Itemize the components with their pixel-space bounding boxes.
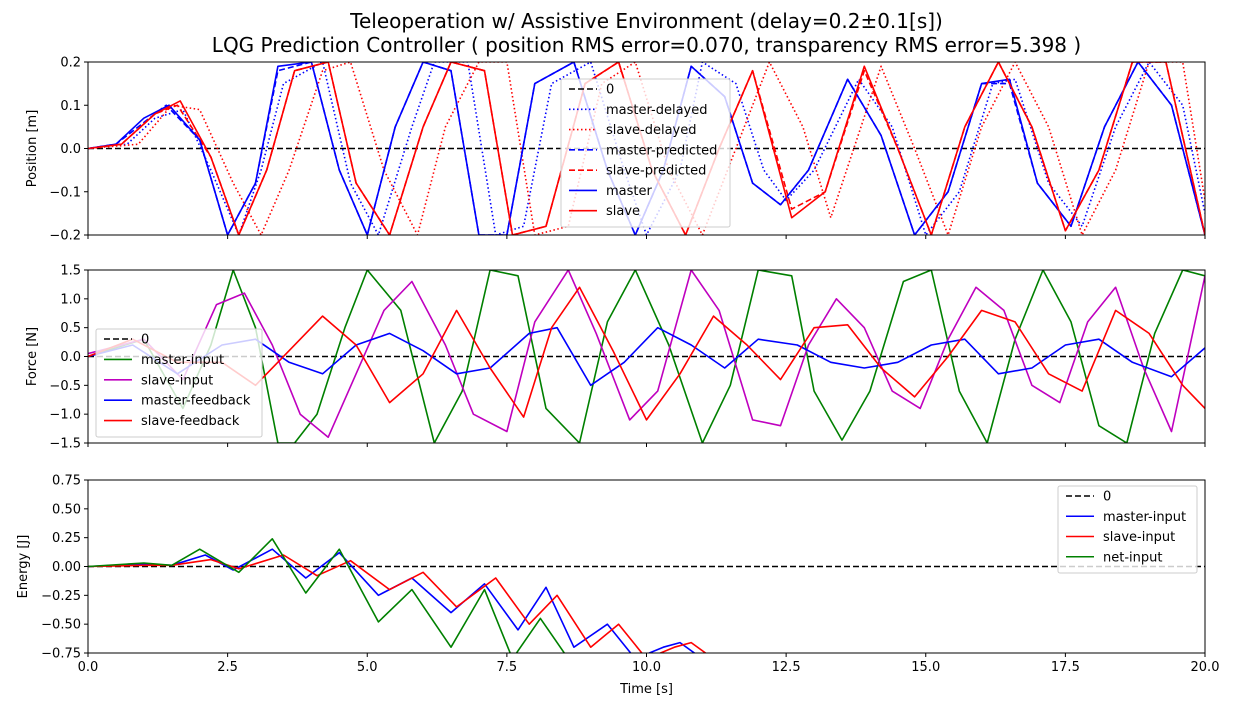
chart-title-line-2: LQG Prediction Controller ( position RMS… <box>211 33 1082 57</box>
legend: 0 master-delayed slave-delayed master-predi… <box>560 78 731 228</box>
legend: 0 master-input slave-input master-feedback s… <box>95 328 263 438</box>
legend-box <box>560 78 731 228</box>
legend-label: slave <box>606 204 640 219</box>
y-tick-label: 0.0 <box>60 142 81 157</box>
legend-label: slave-input <box>141 373 213 388</box>
y-axis-label: Force [N] <box>25 327 40 386</box>
y-tick-label: 0.25 <box>52 531 81 546</box>
y-tick-label: −1.0 <box>49 408 81 423</box>
subplot-3: 0.75 0.50 0.25 0.00 −0.25 −0.50 −0.750.0 2.5 5.0… <box>16 474 1219 698</box>
y-tick-label: −0.50 <box>41 618 81 633</box>
legend-box <box>1057 485 1198 574</box>
y-tick-label: 0.00 <box>52 560 81 575</box>
y-tick-label: −0.25 <box>41 589 81 604</box>
y-tick-label: −0.75 <box>41 647 81 662</box>
legend-label: slave-predicted <box>606 164 706 179</box>
x-tick-label: 20.0 <box>1191 660 1220 675</box>
y-tick-label: 0.1 <box>60 99 81 114</box>
series-line-slave-delayed <box>88 62 1205 235</box>
x-tick-label: 0.0 <box>78 660 99 675</box>
legend-label: 0 <box>141 333 149 348</box>
y-axis-label: Position [m] <box>25 110 40 188</box>
x-tick-label: 10.0 <box>632 660 661 675</box>
series-line-master-feedback <box>88 326 1205 387</box>
x-tick-label: 12.5 <box>772 660 801 675</box>
legend-label: 0 <box>606 83 614 98</box>
legend-label: slave-delayed <box>606 123 697 138</box>
series-line-slave-input <box>88 554 707 653</box>
legend-label: master <box>606 184 652 199</box>
x-tick-label: 17.5 <box>1051 660 1080 675</box>
legend-label: net-input <box>1103 550 1162 565</box>
y-tick-label: 0.2 <box>60 56 81 71</box>
legend-label: slave-input <box>1103 530 1175 545</box>
legend-label: master-delayed <box>606 103 707 118</box>
x-tick-label: 2.5 <box>217 660 238 675</box>
series-line-master-input <box>88 270 1205 443</box>
legend-label: master-feedback <box>141 394 251 409</box>
legend-box <box>95 328 263 438</box>
x-tick-label: 7.5 <box>497 660 518 675</box>
y-tick-label: 0.0 <box>60 350 81 365</box>
series-line-slave-feedback <box>88 286 1205 421</box>
y-tick-label: 0.75 <box>52 474 81 489</box>
series-line-slave-input <box>88 270 1205 439</box>
x-axis-label: Time [s] <box>619 682 673 697</box>
legend-label: master-input <box>1103 510 1186 525</box>
legend: 0 master-input slave-input net-input <box>1057 485 1198 574</box>
series-line-net-input <box>88 537 566 653</box>
y-tick-label: 1.5 <box>60 264 81 279</box>
y-tick-label: 0.50 <box>52 502 81 517</box>
subplot-1: 0.2 0.1 0.0 −0.1 −0.2 Position [m] 0 master-del… <box>25 56 1206 244</box>
x-tick-label: 5.0 <box>357 660 378 675</box>
legend-label: slave-feedback <box>141 414 240 429</box>
y-tick-label: −0.5 <box>49 379 81 394</box>
x-tick-label: 15.0 <box>911 660 940 675</box>
legend-label: master-input <box>141 353 224 368</box>
y-tick-label: 0.5 <box>60 321 81 336</box>
y-tick-label: −0.1 <box>49 185 81 200</box>
chart-title-line-1: Teleoperation w/ Assistive Environment (… <box>350 9 943 33</box>
subplot-2: 1.5 1.0 0.5 0.0 −0.5 −1.0 −1.5 Force [N] 0 master… <box>25 264 1206 452</box>
series-line-master-input <box>88 548 696 653</box>
series-line-slave <box>88 62 1205 235</box>
y-tick-label: −1.5 <box>49 437 81 452</box>
legend-label: master-predicted <box>606 143 717 158</box>
y-tick-label: −0.2 <box>49 229 81 244</box>
legend-label: 0 <box>1103 490 1111 505</box>
y-tick-label: 1.0 <box>60 292 81 307</box>
y-axis-label: Energy [J] <box>16 535 31 599</box>
